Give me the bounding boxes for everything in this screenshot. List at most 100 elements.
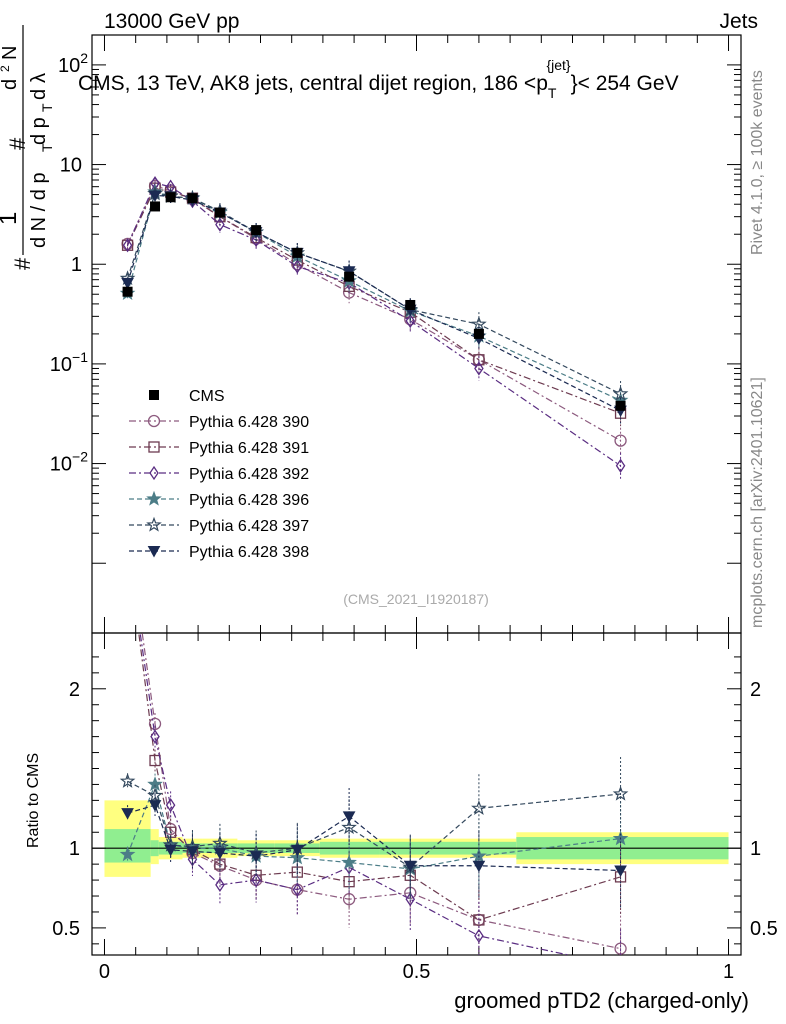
cms-point <box>615 400 626 411</box>
analysis-tag: (CMS_2021_I1920187) <box>343 591 489 607</box>
legend-label: Pythia 6.428 391 <box>189 440 309 457</box>
legend-label: Pythia 6.428 398 <box>189 544 309 561</box>
ratio-point <box>471 847 487 863</box>
cms-point <box>214 207 225 218</box>
legend: CMS Pythia 6.428 390 Pythia 6.428 391 Pythi… <box>129 388 309 561</box>
ratio-point <box>148 800 162 812</box>
ratio-point <box>403 860 417 873</box>
ratio-point <box>119 846 136 862</box>
ratio-ytick-label-right: 1 <box>750 838 761 860</box>
cms-point <box>150 201 161 212</box>
legend-marker <box>147 414 161 428</box>
header-right: Jets <box>719 10 758 33</box>
x-axis: 0 0.5 1 <box>99 35 734 983</box>
cms-point <box>292 247 303 258</box>
cms-point <box>344 271 355 282</box>
cms-point <box>405 299 416 310</box>
rivet-label: Rivet 4.1.0, ≥ 100k events <box>749 70 766 255</box>
legend-marker-cms <box>149 390 159 400</box>
ratio-ytick-label: 1 <box>69 838 80 860</box>
main-ytick-label: 102 <box>58 50 88 77</box>
legend-marker <box>148 441 160 453</box>
svg-text:T: T <box>39 143 55 152</box>
svg-text:T: T <box>39 103 55 112</box>
svg-text:λ: λ <box>28 73 50 83</box>
main-ylabel: # 1 d N / d p T # d 2 N d p T d λ <box>0 25 55 270</box>
ratio-point <box>251 872 261 888</box>
ratio-ylabel: Ratio to CMS <box>25 753 42 848</box>
series-point <box>148 190 162 202</box>
header-left: 13000 GeV pp <box>104 10 239 33</box>
series-line <box>126 191 621 401</box>
cms-point <box>122 286 133 297</box>
xtick-label: 0.5 <box>403 961 431 983</box>
cms-point <box>165 192 176 203</box>
series-point <box>251 232 261 248</box>
series-point <box>405 313 416 329</box>
ratio-point <box>405 892 416 907</box>
legend-label-cms: CMS <box>189 388 225 405</box>
main-ytick-label: 10 <box>60 155 82 177</box>
ratio-point <box>147 776 163 792</box>
svg-text:d: d <box>0 79 21 90</box>
series-point <box>292 259 303 274</box>
ratio-point <box>249 851 263 863</box>
legend-label: Pythia 6.428 396 <box>189 492 309 509</box>
ratio-point <box>150 729 160 744</box>
ratio-point <box>149 754 161 767</box>
main-ytick-label: 1 <box>71 254 82 276</box>
series-point <box>474 361 484 376</box>
series-point <box>615 458 626 473</box>
x-axis-label: groomed pTD2 (charged-only) <box>454 988 749 1013</box>
cms-point <box>187 193 198 204</box>
ratio-point <box>290 844 304 857</box>
ratio-axes: 0.5 0.5 1 1 2 2 <box>52 656 778 945</box>
ratio-point <box>186 846 199 858</box>
series-point <box>121 277 134 290</box>
svg-text:2: 2 <box>0 65 12 72</box>
main-ytick-label: 10−1 <box>50 349 88 376</box>
ratio-ytick-label: 0.5 <box>52 918 80 940</box>
series-point <box>614 434 627 447</box>
svg-text:d N / d p: d N / d p <box>28 172 50 248</box>
main-axes: 10−2 10−1 1 10 102 <box>50 50 741 564</box>
ratio-point <box>614 865 627 878</box>
svg-text:d p: d p <box>28 117 50 145</box>
ratio-series-layer <box>119 539 629 972</box>
ratio-point <box>215 877 225 893</box>
series-line <box>127 185 621 442</box>
xtick-label: 0 <box>99 961 110 983</box>
legend-label: Pythia 6.428 392 <box>189 466 309 483</box>
legend-marker <box>146 490 162 506</box>
legend-label: Pythia 6.428 390 <box>189 414 309 431</box>
ratio-line <box>141 633 621 950</box>
ratio-ytick-label-right: 2 <box>750 679 761 701</box>
ratio-point <box>187 852 198 867</box>
ratio-point <box>213 847 227 860</box>
legend-marker <box>146 516 162 532</box>
cms-point <box>251 225 262 236</box>
ratio-point <box>341 854 357 870</box>
svg-text:#: # <box>5 137 30 150</box>
ratio-panel-frame <box>91 632 742 956</box>
ratio-point <box>121 808 134 820</box>
series-point <box>122 238 133 253</box>
ratio-point <box>472 860 486 873</box>
svg-text:d: d <box>28 89 50 100</box>
ratio-point <box>612 785 629 801</box>
legend-label: Pythia 6.428 397 <box>189 518 309 535</box>
ratio-point <box>119 773 136 788</box>
ratio-ytick-label-right: 0.5 <box>750 918 778 940</box>
mcplots-label: mcplots.cern.ch [arXiv:2401.10621] <box>749 377 766 628</box>
ratio-point <box>123 540 133 550</box>
legend-marker <box>147 546 161 558</box>
ratio-point <box>617 960 625 972</box>
xtick-label: 1 <box>723 961 734 983</box>
ratio-line <box>138 633 621 921</box>
main-series-layer <box>119 176 629 479</box>
ratio-line <box>139 633 572 955</box>
ratio-point <box>124 539 132 551</box>
ratio-point <box>164 844 177 857</box>
series-line <box>126 194 621 412</box>
